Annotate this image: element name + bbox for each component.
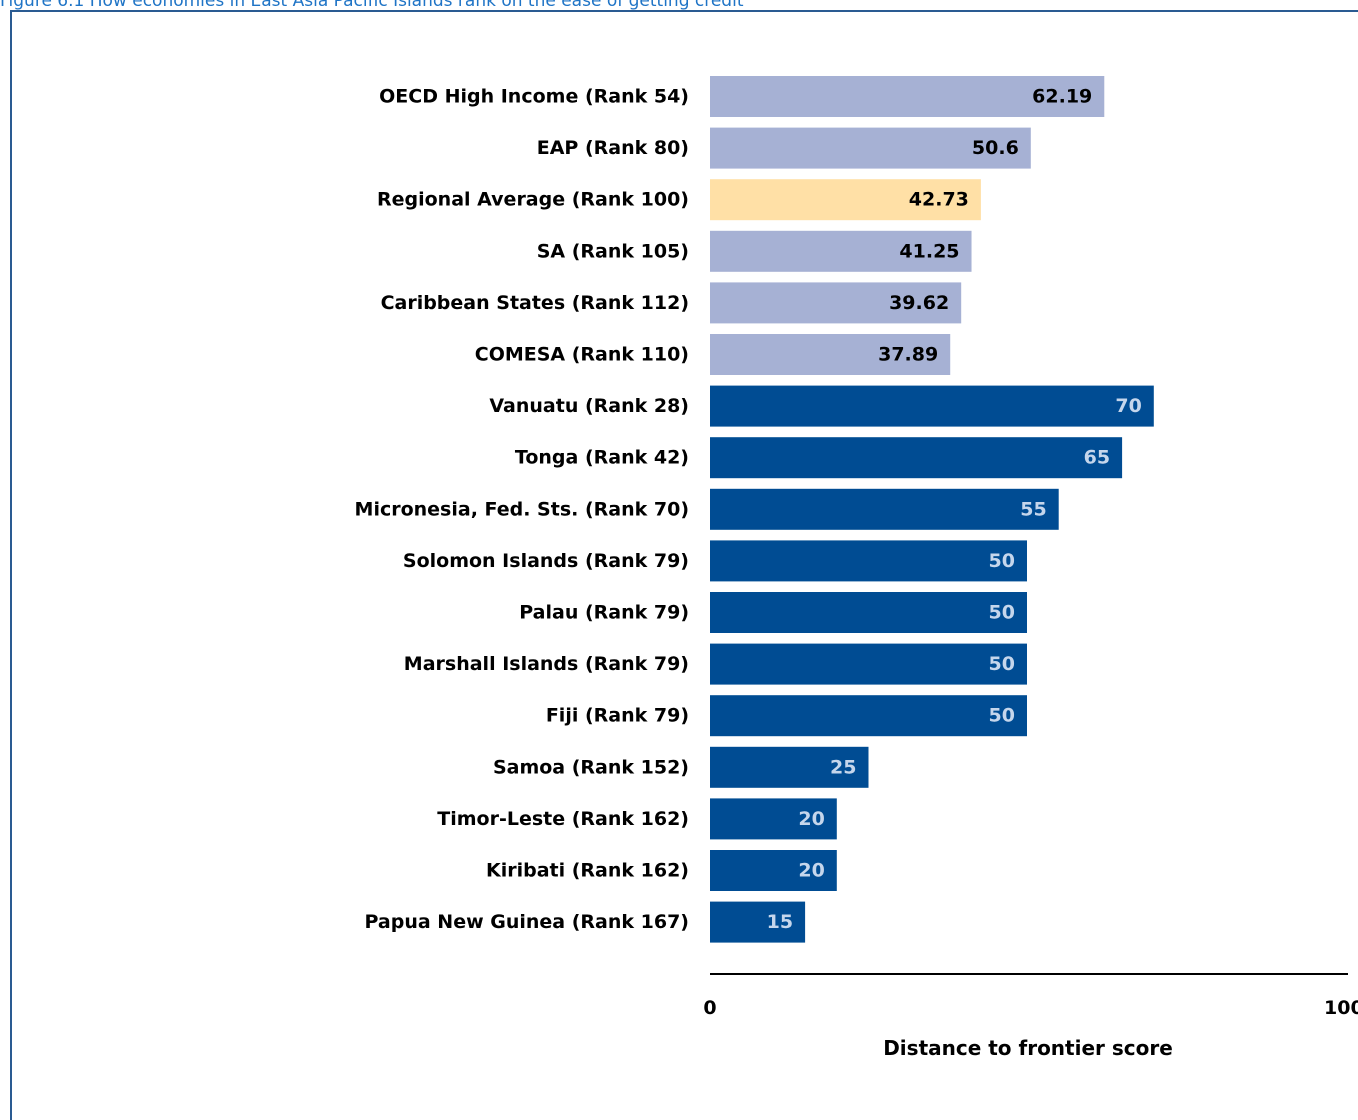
bar-value-label: 50 <box>989 550 1015 572</box>
x-axis-title: Distance to frontier score <box>883 1036 1173 1060</box>
bar <box>710 901 806 943</box>
bar <box>710 230 972 272</box>
bar-value-label: 37.89 <box>878 344 938 366</box>
bar <box>710 488 1059 530</box>
bar <box>710 282 962 324</box>
bar-value-label: 50 <box>989 602 1015 624</box>
figure-title: Figure 6.1 How economies in East Asia Pa… <box>0 0 744 11</box>
bar <box>710 746 869 788</box>
category-label: Samoa (Rank 152) <box>493 756 689 778</box>
bar-value-label: 20 <box>798 808 824 830</box>
category-label: OECD High Income (Rank 54) <box>379 86 689 108</box>
category-label: Vanuatu (Rank 28) <box>489 395 689 417</box>
bar-value-label: 15 <box>767 911 793 933</box>
bar-value-label: 39.62 <box>889 292 949 314</box>
bar-value-label: 55 <box>1020 498 1046 520</box>
category-label: SA (Rank 105) <box>537 240 689 262</box>
bar <box>710 334 951 375</box>
category-label: Palau (Rank 79) <box>519 602 689 624</box>
bar <box>710 127 1031 169</box>
bar-value-label: 42.73 <box>909 189 969 211</box>
x-tick-label: 100 <box>1324 997 1358 1019</box>
category-label: Caribbean States (Rank 112) <box>381 292 689 314</box>
bar <box>710 437 1123 479</box>
bar-value-label: 20 <box>798 860 824 882</box>
category-label: Micronesia, Fed. Sts. (Rank 70) <box>355 498 689 520</box>
category-label: Solomon Islands (Rank 79) <box>403 550 689 572</box>
bar <box>710 540 1027 582</box>
x-tick-label: 0 <box>703 997 716 1019</box>
category-label: Papua New Guinea (Rank 167) <box>365 911 690 933</box>
category-label: Tonga (Rank 42) <box>515 447 689 469</box>
chart-frame <box>10 10 1358 1120</box>
bar-value-label: 50 <box>989 653 1015 675</box>
bar-value-label: 25 <box>830 756 856 778</box>
bar <box>710 850 837 891</box>
bar <box>710 643 1027 685</box>
category-label: EAP (Rank 80) <box>537 137 689 159</box>
bar-value-label: 50.6 <box>972 137 1019 159</box>
category-label: Marshall Islands (Rank 79) <box>404 653 689 675</box>
bar <box>710 592 1027 633</box>
bar <box>710 695 1027 737</box>
bar <box>710 798 837 840</box>
category-label: Kiribati (Rank 162) <box>486 860 689 882</box>
bar-value-label: 50 <box>989 705 1015 727</box>
bar-value-label: 41.25 <box>899 240 959 262</box>
bar <box>710 179 981 221</box>
bar-value-label: 62.19 <box>1032 86 1092 108</box>
category-label: COMESA (Rank 110) <box>475 344 689 366</box>
category-label: Fiji (Rank 79) <box>546 705 689 727</box>
bar <box>710 76 1105 117</box>
bar-value-label: 70 <box>1115 395 1141 417</box>
bar-value-label: 65 <box>1084 447 1110 469</box>
bar <box>710 385 1154 427</box>
category-label: Regional Average (Rank 100) <box>377 189 689 211</box>
category-label: Timor-Leste (Rank 162) <box>437 808 689 830</box>
